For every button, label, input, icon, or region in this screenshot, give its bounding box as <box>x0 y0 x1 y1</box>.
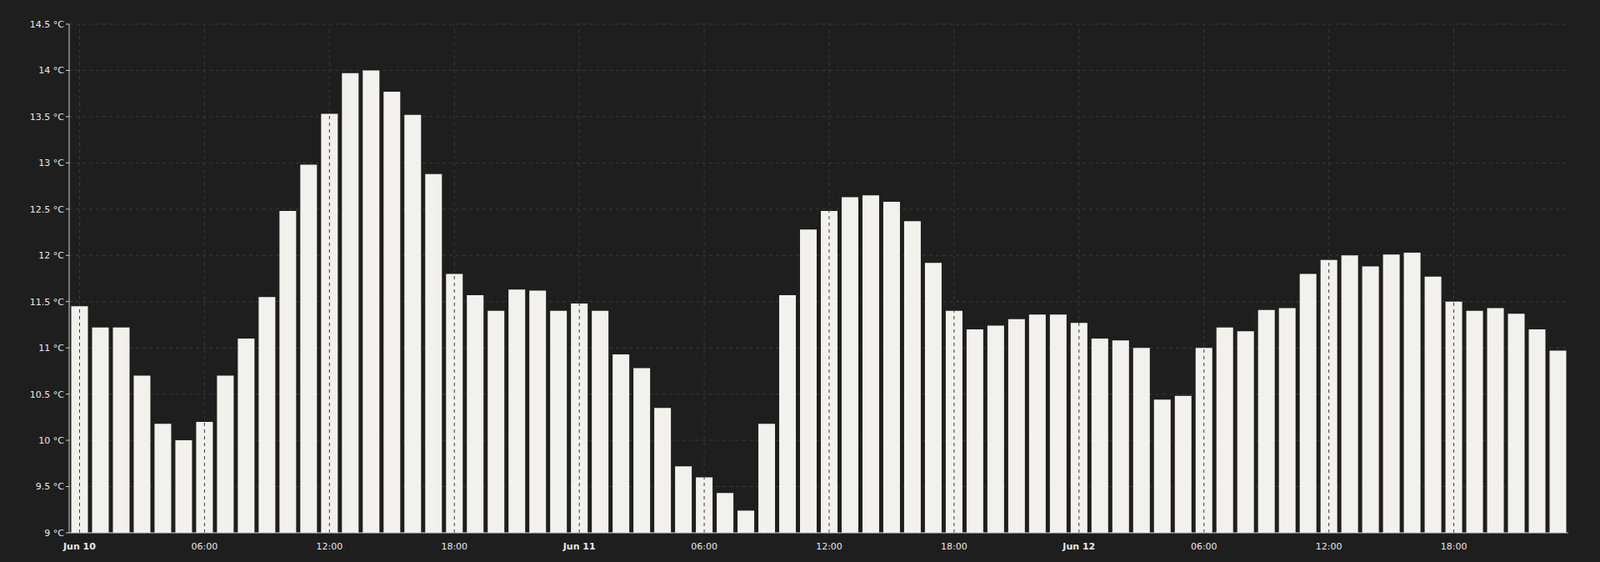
svg-text:14.5 °C: 14.5 °C <box>30 19 65 30</box>
svg-text:06:00: 06:00 <box>191 540 219 552</box>
svg-text:9.5 °C: 9.5 °C <box>35 480 65 492</box>
svg-text:Jun 11: Jun 11 <box>562 540 596 552</box>
svg-text:18:00: 18:00 <box>1440 540 1468 552</box>
svg-text:11.5 °C: 11.5 °C <box>30 296 65 308</box>
svg-text:10.5 °C: 10.5 °C <box>30 389 65 400</box>
svg-text:18:00: 18:00 <box>940 540 968 552</box>
svg-text:Jun 12: Jun 12 <box>1061 540 1095 552</box>
svg-text:13 °C: 13 °C <box>38 157 65 169</box>
svg-text:06:00: 06:00 <box>1190 540 1218 552</box>
svg-text:Jun 10: Jun 10 <box>62 540 96 552</box>
svg-text:9 °C: 9 °C <box>44 527 65 539</box>
svg-text:12:00: 12:00 <box>815 540 843 552</box>
svg-text:18:00: 18:00 <box>440 540 468 552</box>
svg-text:12.5 °C: 12.5 °C <box>30 204 65 215</box>
svg-text:12:00: 12:00 <box>315 540 343 552</box>
svg-text:10 °C: 10 °C <box>38 435 65 446</box>
svg-text:06:00: 06:00 <box>690 540 718 552</box>
svg-text:12 °C: 12 °C <box>38 250 65 261</box>
svg-text:13.5 °C: 13.5 °C <box>30 111 65 123</box>
svg-text:12:00: 12:00 <box>1315 540 1343 552</box>
svg-text:14 °C: 14 °C <box>38 65 65 76</box>
svg-text:11 °C: 11 °C <box>38 342 65 354</box>
